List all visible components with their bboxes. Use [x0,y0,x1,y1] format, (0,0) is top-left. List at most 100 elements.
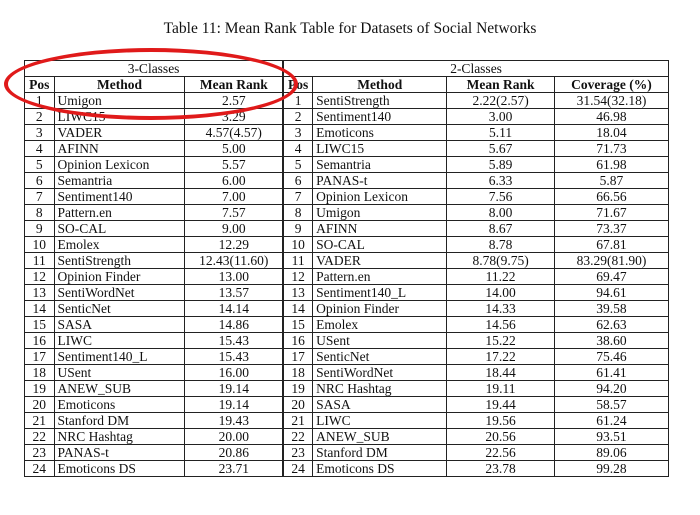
cell-mean-rank: 6.33 [446,172,555,189]
cell-pos: 9 [282,220,314,237]
cell-mean-rank: 20.56 [446,428,555,445]
cell-method: SenticNet [53,300,186,317]
cell-mean-rank: 6.00 [184,172,284,189]
table-row: 4 AFINN 5.00 4 LIWC15 5.67 71.73 [24,140,670,157]
cell-mean-rank: 19.14 [184,396,284,413]
cell-pos: 23 [282,444,314,461]
mean-rank-table: 3-Classes 2-Classes Pos Method Mean Rank… [24,60,670,477]
cell-mean-rank: 14.56 [446,316,555,333]
table-row: 5 Opinion Lexicon 5.57 5 Semantria 5.89 61.98 [24,156,670,173]
table-row: 17 Sentiment140_L 15.43 17 SenticNet 17.22 75.… [24,348,670,365]
cell-pos: 2 [282,108,314,125]
cell-mean-rank: 18.44 [446,364,555,381]
cell-method: Semantria [53,172,186,189]
group-header-3-classes: 3-Classes [24,60,284,77]
cell-mean-rank: 3.00 [446,108,555,125]
cell-method: Umigon [312,204,448,221]
cell-coverage: 93.51 [553,428,670,445]
cell-pos: 3 [282,124,314,141]
cell-method: Stanford DM [312,444,448,461]
cell-pos: 1 [24,92,55,109]
cell-mean-rank: 8.78 [446,236,555,253]
cell-pos: 24 [24,460,55,477]
cell-coverage: 61.98 [553,156,670,173]
cell-method: USent [312,332,448,349]
cell-method: Pattern.en [53,204,186,221]
cell-method: SentiStrength [312,92,448,109]
cell-mean-rank: 15.43 [184,348,284,365]
cell-mean-rank: 2.57 [184,92,284,109]
cell-pos: 22 [24,428,55,445]
cell-pos: 12 [282,268,314,285]
cell-method: Emolex [53,236,186,253]
cell-method: Semantria [312,156,448,173]
cell-pos: 4 [24,140,55,157]
cell-pos: 7 [282,188,314,205]
cell-coverage: 71.67 [553,204,670,221]
cell-mean-rank: 15.22 [446,332,555,349]
cell-mean-rank: 4.57(4.57) [184,124,284,141]
cell-mean-rank: 14.14 [184,300,284,317]
cell-coverage: 38.60 [553,332,670,349]
cell-mean-rank: 8.78(9.75) [446,252,555,269]
cell-mean-rank: 8.67 [446,220,555,237]
cell-mean-rank: 19.14 [184,380,284,397]
cell-pos: 17 [282,348,314,365]
table-row: 18 USent 16.00 18 SentiWordNet 18.44 61.41 [24,364,670,381]
cell-mean-rank: 19.43 [184,412,284,429]
table-row: 14 SenticNet 14.14 14 Opinion Finder 14.33 39.… [24,300,670,317]
cell-mean-rank: 7.00 [184,188,284,205]
cell-coverage: 46.98 [553,108,670,125]
cell-coverage: 99.28 [553,460,670,477]
cell-coverage: 58.57 [553,396,670,413]
cell-mean-rank: 11.22 [446,268,555,285]
cell-method: PANAS-t [53,444,186,461]
cell-coverage: 5.87 [553,172,670,189]
cell-pos: 6 [282,172,314,189]
cell-pos: 20 [24,396,55,413]
cell-method: Sentiment140_L [312,284,448,301]
cell-pos: 15 [24,316,55,333]
cell-pos: 21 [282,412,314,429]
table-body: 1 Umigon 2.57 1 SentiStrength 2.22(2.57) 31.54… [24,92,670,477]
cell-method: AFINN [53,140,186,157]
cell-pos: 24 [282,460,314,477]
cell-pos: 16 [282,332,314,349]
cell-method: USent [53,364,186,381]
cell-method: Emolex [312,316,448,333]
cell-pos: 5 [24,156,55,173]
cell-mean-rank: 5.57 [184,156,284,173]
cell-pos: 5 [282,156,314,173]
cell-method: Opinion Finder [53,268,186,285]
cell-pos: 14 [282,300,314,317]
cell-pos: 13 [282,284,314,301]
cell-pos: 20 [282,396,314,413]
cell-pos: 4 [282,140,314,157]
cell-coverage: 62.63 [553,316,670,333]
cell-mean-rank: 5.00 [184,140,284,157]
cell-pos: 13 [24,284,55,301]
table-row: 12 Opinion Finder 13.00 12 Pattern.en 11.22 69… [24,268,670,285]
cell-pos: 18 [24,364,55,381]
cell-mean-rank: 14.00 [446,284,555,301]
col-header-mean-rank: Mean Rank [446,76,555,93]
cell-method: LIWC15 [53,108,186,125]
table-row: 21 Stanford DM 19.43 21 LIWC 19.56 61.24 [24,412,670,429]
cell-mean-rank: 9.00 [184,220,284,237]
cell-mean-rank: 17.22 [446,348,555,365]
cell-method: Stanford DM [53,412,186,429]
cell-mean-rank: 20.00 [184,428,284,445]
cell-pos: 11 [282,252,314,269]
table-row: 9 SO-CAL 9.00 9 AFINN 8.67 73.37 [24,220,670,237]
cell-method: Emoticons DS [312,460,448,477]
cell-pos: 8 [24,204,55,221]
table-row: 16 LIWC 15.43 16 USent 15.22 38.60 [24,332,670,349]
cell-method: LIWC [312,412,448,429]
cell-pos: 10 [24,236,55,253]
col-header-mean-rank: Mean Rank [184,76,284,93]
column-header-row: Pos Method Mean Rank Pos Method Mean Ran… [24,76,670,93]
cell-method: LIWC15 [312,140,448,157]
cell-pos: 9 [24,220,55,237]
cell-pos: 11 [24,252,55,269]
cell-method: NRC Hashtag [312,380,448,397]
